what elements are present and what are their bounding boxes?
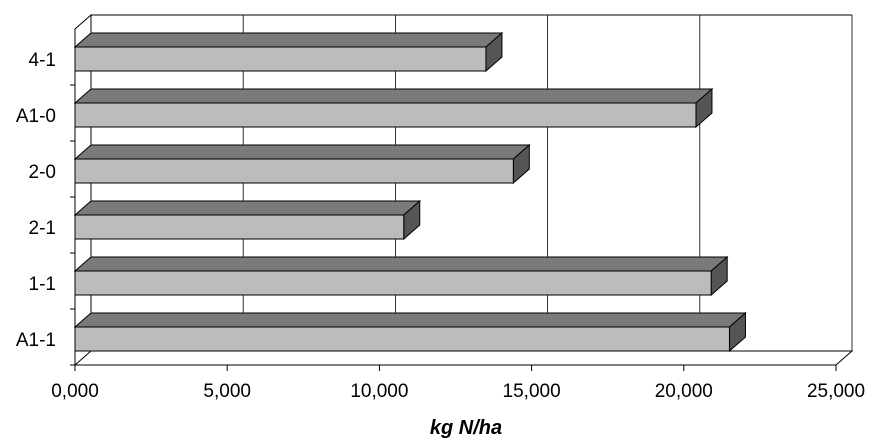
bar <box>73 87 714 129</box>
floor <box>73 350 854 366</box>
y-tick-label: A1-1 <box>16 330 56 351</box>
x-tick-label: 20,000 <box>655 381 713 402</box>
y-tick-label: 4-1 <box>29 50 56 71</box>
bar-front-face <box>74 326 730 352</box>
bar-top-face <box>73 88 714 104</box>
bar-top-face <box>73 256 729 272</box>
bar-front-face <box>74 46 487 72</box>
y-tick-label: 2-0 <box>29 162 56 183</box>
bar-top-face <box>73 200 422 216</box>
y-tick-label: 2-1 <box>29 218 56 239</box>
x-tick-label: 0,000 <box>51 381 99 402</box>
x-tick-label: 5,000 <box>203 381 251 402</box>
x-tick-label: 10,000 <box>350 381 408 402</box>
bar-front-face <box>74 270 712 296</box>
bar <box>73 143 531 185</box>
bar-front-face <box>74 214 405 240</box>
x-tick-label: 15,000 <box>503 381 561 402</box>
bar <box>73 311 747 353</box>
tick-labels: 0,000 5,000 10,000 15,000 20,000 25,000 A1-1 1-… <box>16 50 865 402</box>
y-tick-label: A1-0 <box>16 106 56 127</box>
x-tick-label: 25,000 <box>807 381 865 402</box>
bar-top-face <box>73 312 747 328</box>
bar <box>73 199 422 241</box>
bar-front-face <box>74 102 697 128</box>
bar-top-face <box>73 32 504 48</box>
bar-top-face <box>73 144 531 160</box>
y-tick-label: 1-1 <box>29 274 56 295</box>
bar-front-face <box>74 158 514 184</box>
bars <box>73 31 747 353</box>
bar <box>73 31 504 73</box>
x-axis-title: kg N/ha <box>430 417 502 439</box>
bar <box>73 255 729 297</box>
